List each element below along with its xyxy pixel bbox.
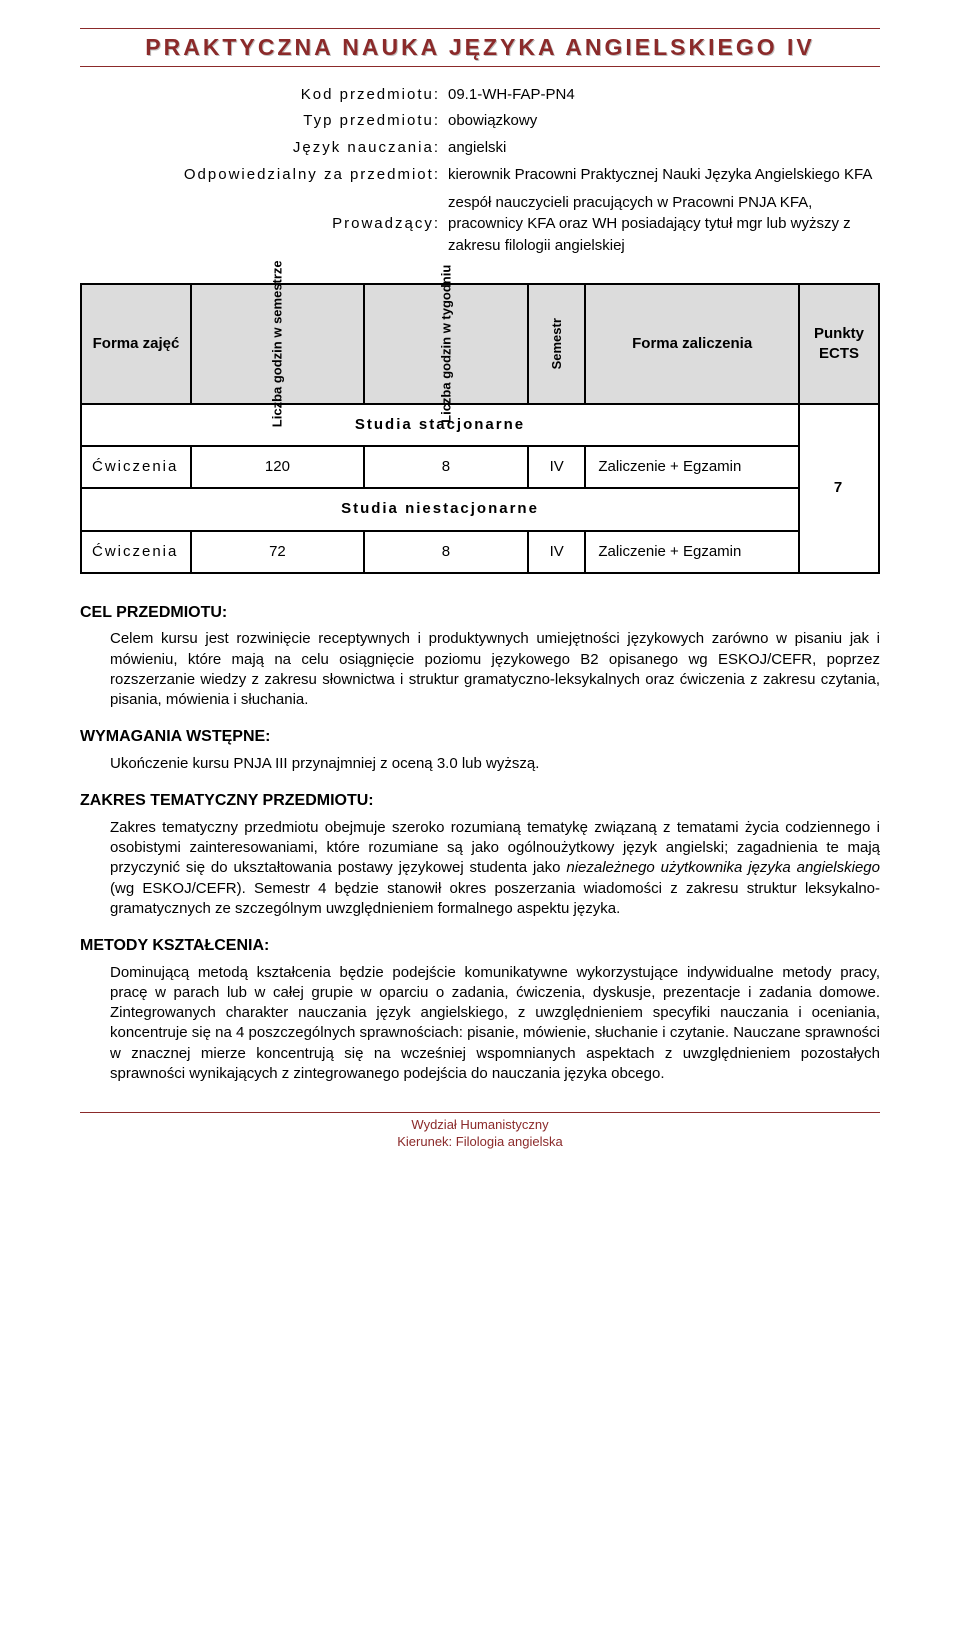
wym-body: Ukończenie kursu PNJA III przynajmniej z… — [110, 754, 880, 774]
niestac-sem-h: 72 — [191, 531, 364, 573]
stac-zal: Zaliczenie + Egzamin — [585, 446, 799, 488]
typ-value: obowiązkowy — [448, 111, 880, 131]
meta-block: Kod przedmiotu: 09.1-WH-FAP-PN4 Typ prze… — [80, 85, 880, 257]
niestac-forma: Ćwiczenia — [81, 531, 191, 573]
odp-value: kierownik Pracowni Praktycznej Nauki Jęz… — [448, 164, 880, 186]
cel-heading: CEL PRZEDMIOTU: — [80, 602, 880, 624]
footer-line1: Wydział Humanistyczny — [80, 1117, 880, 1134]
th-forma-zal: Forma zaliczenia — [585, 284, 799, 404]
th-lg-sem-text: Liczba godzin w semestrze — [269, 260, 287, 427]
zak-body: Zakres tematyczny przedmiotu obejmuje sz… — [110, 818, 880, 919]
jezyk-value: angielski — [448, 138, 880, 158]
th-semestr: Semestr — [528, 284, 585, 404]
stac-forma: Ćwiczenia — [81, 446, 191, 488]
zak-post: (wg ESKOJ/CEFR). Semestr 4 będzie stanow… — [110, 880, 880, 917]
stac-tyg-h: 8 — [364, 446, 528, 488]
jezyk-label: Język nauczania: — [80, 138, 448, 158]
page-title: PRAKTYCZNA NAUKA JĘZYKA ANGIELSKIEGO IV — [80, 28, 880, 67]
stac-label-row: Studia stacjonarne 7 — [81, 404, 879, 446]
table-header-row: Forma zajęć Liczba godzin w semestrze Li… — [81, 284, 879, 404]
niestac-label: Studia niestacjonarne — [81, 488, 799, 530]
niestac-sem: IV — [528, 531, 585, 573]
niestac-tyg-h: 8 — [364, 531, 528, 573]
th-forma-zajec: Forma zajęć — [81, 284, 191, 404]
th-lg-sem: Liczba godzin w semestrze — [191, 284, 364, 404]
kod-value: 09.1-WH-FAP-PN4 — [448, 85, 880, 105]
stac-sem: IV — [528, 446, 585, 488]
th-semestr-text: Semestr — [548, 318, 566, 369]
zak-italic: niezależnego użytkownika języka angielsk… — [566, 859, 880, 876]
niestac-data-row: Ćwiczenia 72 8 IV Zaliczenie + Egzamin — [81, 531, 879, 573]
footer-line2: Kierunek: Filologia angielska — [80, 1134, 880, 1151]
th-lg-tyg-text: Liczba godzin w tygodniu — [437, 264, 455, 422]
th-lg-tyg: Liczba godzin w tygodniu — [364, 284, 528, 404]
prow-label: Prowadzący: — [80, 214, 448, 234]
prow-value: zespół nauczycieli pracujących w Pracown… — [448, 192, 880, 257]
wym-heading: WYMAGANIA WSTĘPNE: — [80, 726, 880, 748]
form-table: Forma zajęć Liczba godzin w semestrze Li… — [80, 283, 880, 574]
met-body: Dominującą metodą kształcenia będzie pod… — [110, 963, 880, 1085]
cel-body: Celem kursu jest rozwinięcie receptywnyc… — [110, 629, 880, 710]
typ-label: Typ przedmiotu: — [80, 111, 448, 131]
kod-label: Kod przedmiotu: — [80, 85, 448, 105]
odp-label: Odpowiedzialny za przedmiot: — [80, 165, 448, 185]
zak-heading: ZAKRES TEMATYCZNY PRZEDMIOTU: — [80, 790, 880, 812]
ects-value: 7 — [799, 404, 879, 573]
met-heading: METODY KSZTAŁCENIA: — [80, 935, 880, 957]
th-punkty: Punkty ECTS — [799, 284, 879, 404]
stac-sem-h: 120 — [191, 446, 364, 488]
stac-data-row: Ćwiczenia 120 8 IV Zaliczenie + Egzamin — [81, 446, 879, 488]
niestac-label-row: Studia niestacjonarne — [81, 488, 879, 530]
niestac-zal: Zaliczenie + Egzamin — [585, 531, 799, 573]
footer: Wydział Humanistyczny Kierunek: Filologi… — [80, 1112, 880, 1151]
